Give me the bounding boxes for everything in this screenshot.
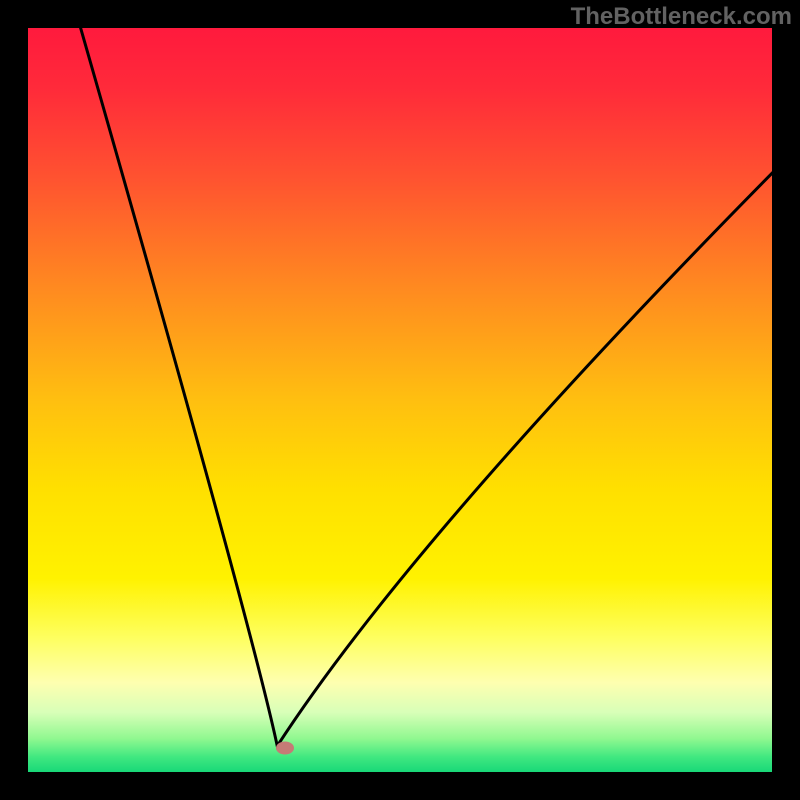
plot-area xyxy=(28,28,772,772)
chart-canvas: TheBottleneck.com xyxy=(0,0,800,800)
curve-path xyxy=(76,13,787,746)
bottleneck-curve xyxy=(28,28,772,772)
vertex-marker xyxy=(276,742,294,755)
watermark-text: TheBottleneck.com xyxy=(571,3,792,31)
